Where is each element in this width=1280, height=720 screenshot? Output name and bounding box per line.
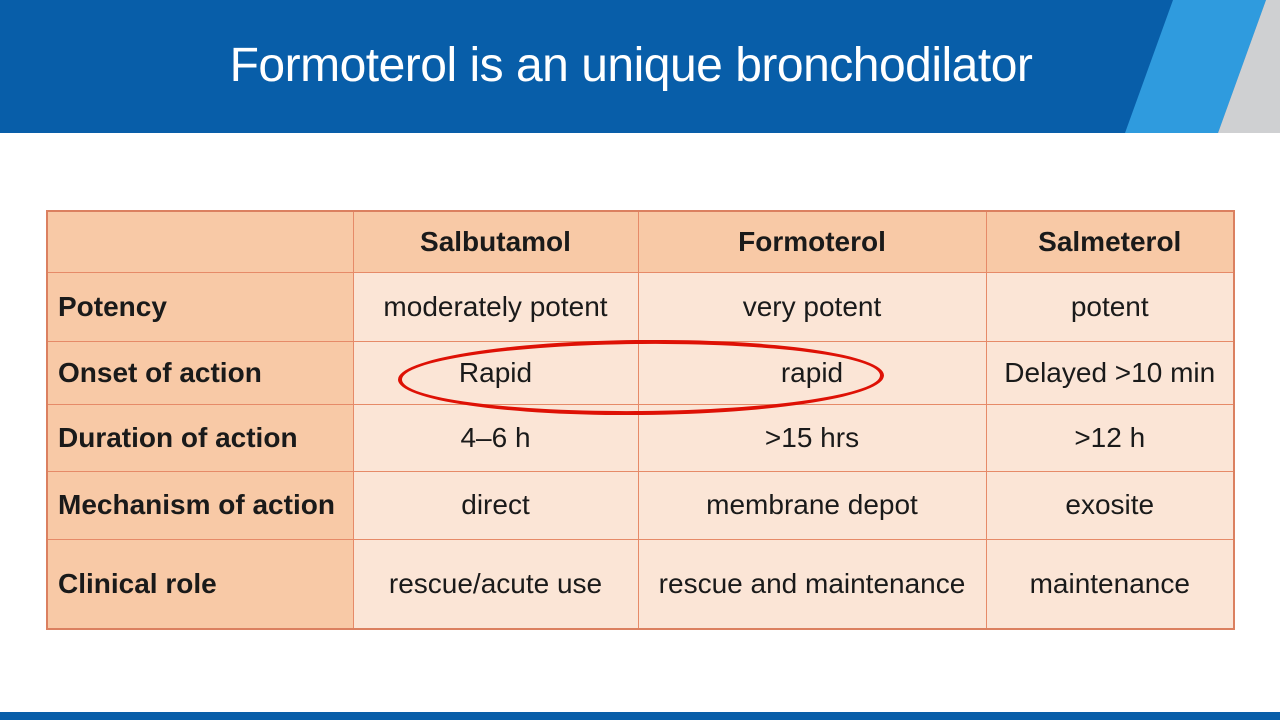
table-row-potency: Potency moderately potent very potent po… xyxy=(46,271,1235,342)
row-label: Duration of action xyxy=(46,403,354,472)
table-cell: rescue and maintenance xyxy=(637,538,987,630)
table-cell: potent xyxy=(985,271,1235,342)
row-label: Onset of action xyxy=(46,340,354,405)
header-band: Formoterol is an unique bronchodilator xyxy=(0,0,1280,133)
table-cell: rapid xyxy=(637,340,987,405)
table-row-mechanism-of-action: Mechanism of action direct membrane depo… xyxy=(46,470,1235,540)
table-cell: Rapid xyxy=(352,340,639,405)
footer-accent-bar xyxy=(0,712,1280,720)
table-cell: very potent xyxy=(637,271,987,342)
table-cell: >12 h xyxy=(985,403,1235,472)
table-row-onset-of-action: Onset of action Rapid rapid Delayed >10 … xyxy=(46,340,1235,405)
column-header-blank xyxy=(46,210,354,273)
table-cell: Delayed >10 min xyxy=(985,340,1235,405)
slide-title: Formoterol is an unique bronchodilator xyxy=(229,38,1033,92)
table-row-duration-of-action: Duration of action 4–6 h >15 hrs >12 h xyxy=(46,403,1235,472)
table-cell: exosite xyxy=(985,470,1235,540)
column-header-salbutamol: Salbutamol xyxy=(352,210,639,273)
row-label: Clinical role xyxy=(46,538,354,630)
table-cell: direct xyxy=(352,470,639,540)
column-header-formoterol: Formoterol xyxy=(637,210,987,273)
table-row-clinical-role: Clinical role rescue/acute use rescue an… xyxy=(46,538,1235,630)
column-header-salmeterol: Salmeterol xyxy=(985,210,1235,273)
table-header-row: Salbutamol Formoterol Salmeterol xyxy=(46,210,1235,273)
table-cell: moderately potent xyxy=(352,271,639,342)
table-cell: maintenance xyxy=(985,538,1235,630)
row-label: Potency xyxy=(46,271,354,342)
table-cell: rescue/acute use xyxy=(352,538,639,630)
table-cell: 4–6 h xyxy=(352,403,639,472)
table-cell: >15 hrs xyxy=(637,403,987,472)
row-label: Mechanism of action xyxy=(46,470,354,540)
comparison-table: Salbutamol Formoterol Salmeterol Potency… xyxy=(46,210,1235,630)
table-cell: membrane depot xyxy=(637,470,987,540)
